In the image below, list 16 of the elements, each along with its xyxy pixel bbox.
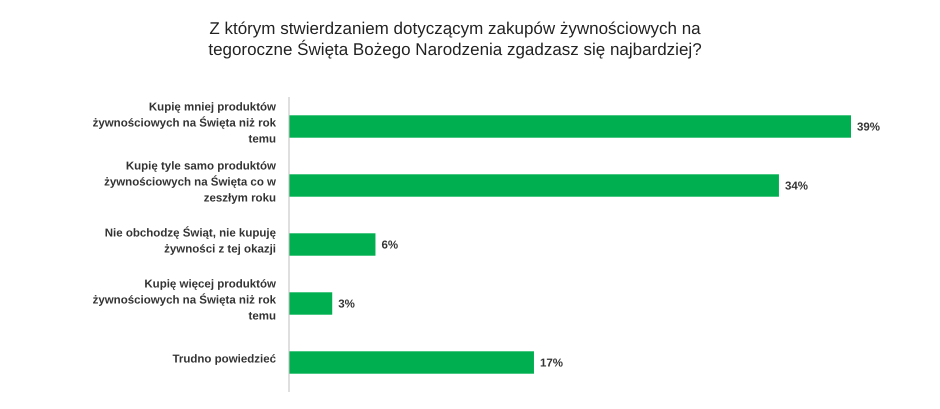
bar xyxy=(289,233,376,256)
y-tick-label: Trudno powiedzieć xyxy=(172,354,277,366)
y-tick-label: Kupię mniej produktów żywnościowych na Święta niż rok temu xyxy=(92,102,277,146)
bar xyxy=(289,174,779,197)
bar xyxy=(289,351,534,374)
bar xyxy=(289,115,851,138)
data-label: 39% xyxy=(857,122,880,134)
y-tick-label: Kupię więcej produktów żywnościowych na Święta niż rok temu xyxy=(92,278,277,322)
data-label: 6% xyxy=(381,240,398,252)
y-tick-label: Kupię tyle samo produktów żywnościowych na Święta co w zeszłym roku xyxy=(104,160,276,204)
data-label: 3% xyxy=(338,298,355,311)
bar xyxy=(289,292,332,315)
chart-title: Z którym stwierdzaniem dotyczącym zakupów żywnościowych na tegoroczne Święta Bożego Narodzenia zgadzasz się najbardziej? xyxy=(208,19,702,59)
data-label: 34% xyxy=(784,180,808,193)
data-label: 17% xyxy=(540,358,564,370)
y-tick-label: Nie obchodzę Świąt, nie kupuję żywności z tej okazji xyxy=(104,226,276,256)
